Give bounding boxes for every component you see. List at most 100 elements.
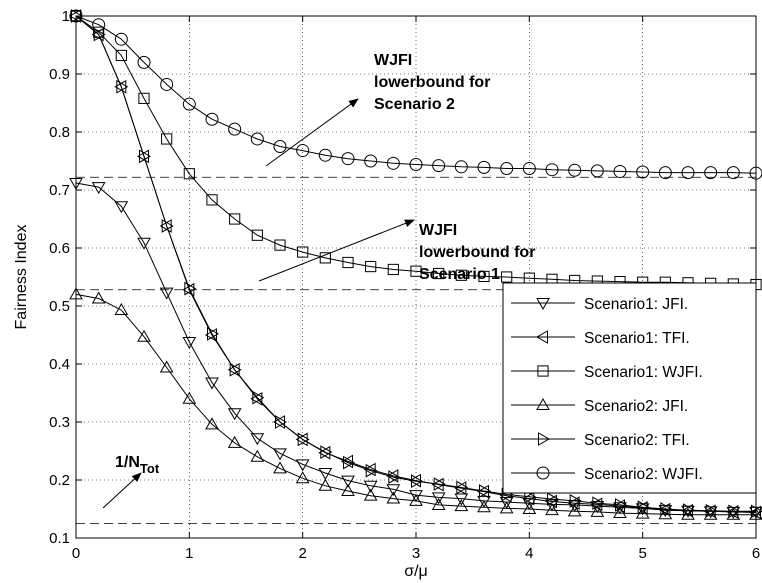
annotation-text-scenario1: Scenario 1 xyxy=(419,266,500,283)
triangle-up-marker xyxy=(205,417,219,430)
triangle-up-marker xyxy=(114,303,129,316)
triangle-up-marker xyxy=(703,507,718,520)
x-tick-label: 4 xyxy=(525,545,533,562)
triangle-right-marker xyxy=(479,484,492,498)
legend-entry: Scenario1: TFI. xyxy=(511,330,690,347)
triangle-up-marker xyxy=(273,461,287,474)
triangle-right-marker xyxy=(388,470,401,484)
x-tick-label: 1 xyxy=(185,545,193,562)
triangle-down-marker xyxy=(431,492,446,505)
circle-marker xyxy=(273,140,287,153)
triangle-down-marker xyxy=(341,475,355,488)
circle-marker xyxy=(658,166,672,180)
circle-marker xyxy=(726,166,740,180)
triangle-left-marker xyxy=(272,415,285,429)
square-marker xyxy=(229,213,241,225)
y-tick-label: 0.4 xyxy=(49,356,70,373)
triangle-down-marker xyxy=(536,298,550,311)
series-line xyxy=(75,293,756,516)
series-triangle-right xyxy=(71,9,762,519)
square-marker xyxy=(206,194,218,206)
triangle-right-marker xyxy=(116,79,129,94)
triangle-down-marker xyxy=(159,287,174,300)
triangle-down-marker xyxy=(273,448,287,461)
circle-marker xyxy=(114,32,128,46)
triangle-down-marker xyxy=(182,336,197,349)
circle-marker xyxy=(477,160,491,174)
square-marker xyxy=(115,49,127,62)
triangle-up-marker xyxy=(159,360,174,373)
square-marker xyxy=(478,270,490,283)
y-tick-label: 0.1 xyxy=(49,530,70,547)
circle-marker xyxy=(228,122,242,136)
annotation-subscript: Tot xyxy=(140,461,160,476)
triangle-right-marker xyxy=(297,432,310,447)
series-circle xyxy=(69,9,762,180)
legend-label: Scenario2: JFI. xyxy=(584,398,688,415)
triangle-left-marker xyxy=(114,79,127,94)
circle-marker xyxy=(613,164,627,178)
square-marker xyxy=(501,271,513,283)
circle-marker xyxy=(341,152,355,166)
circle-marker xyxy=(160,77,174,91)
legend-entry: Scenario1: WJFI. xyxy=(511,364,703,381)
triangle-up-marker xyxy=(658,507,673,520)
legend-label: Scenario2: TFI. xyxy=(584,432,690,449)
square-marker xyxy=(297,246,309,258)
triangle-down-marker xyxy=(137,237,151,250)
square-marker xyxy=(183,168,195,180)
circle-marker xyxy=(590,164,604,178)
y-tick-label: 1 xyxy=(62,8,70,25)
x-axis-label: σ/μ xyxy=(404,563,428,580)
triangle-up-marker xyxy=(341,484,355,497)
triangle-left-marker xyxy=(535,330,548,344)
circle-marker xyxy=(568,163,582,177)
triangle-right-marker xyxy=(538,432,551,446)
circle-marker xyxy=(296,144,310,158)
triangle-right-marker xyxy=(547,492,560,507)
triangle-right-marker xyxy=(728,504,741,519)
triangle-down-marker xyxy=(545,499,559,512)
square-marker xyxy=(251,229,263,241)
triangle-right-marker xyxy=(365,463,378,478)
triangle-up-marker xyxy=(386,491,401,504)
triangle-down-marker xyxy=(590,501,605,514)
circle-marker xyxy=(250,132,264,146)
triangle-up-marker xyxy=(613,506,627,519)
triangle-right-marker xyxy=(252,390,265,405)
series-line xyxy=(75,15,756,512)
circle-marker xyxy=(636,165,650,179)
circle-marker xyxy=(536,466,550,480)
annotation-text-scenario2: lowerbound for xyxy=(374,74,490,91)
circle-marker xyxy=(454,160,468,174)
circle-marker xyxy=(364,154,378,168)
triangle-up-marker xyxy=(454,499,469,512)
y-axis-label: Fairness Index xyxy=(13,225,30,330)
circle-marker xyxy=(92,18,106,32)
triangle-left-marker xyxy=(522,491,535,506)
y-tick-label: 0.9 xyxy=(49,66,70,83)
legend-box xyxy=(502,282,757,494)
triangle-right-marker xyxy=(524,489,537,504)
square-marker xyxy=(161,133,173,145)
x-tick-label: 0 xyxy=(72,545,80,562)
circle-marker xyxy=(409,157,423,171)
triangle-up-marker xyxy=(726,507,741,520)
triangle-right-marker xyxy=(93,27,106,42)
triangle-up-marker xyxy=(536,397,550,410)
square-marker xyxy=(387,263,399,276)
circle-marker xyxy=(545,163,559,177)
triangle-up-marker xyxy=(567,504,582,517)
x-tick-label: 6 xyxy=(752,545,760,562)
series-line xyxy=(75,15,757,285)
triangle-up-marker xyxy=(91,291,106,304)
y-tick-label: 0.6 xyxy=(49,240,70,257)
square-marker xyxy=(365,260,377,273)
triangle-right-marker xyxy=(660,502,673,516)
series-group xyxy=(68,9,762,520)
triangle-right-marker xyxy=(139,149,152,164)
triangle-right-marker xyxy=(615,498,628,512)
legend-entry: Scenario2: TFI. xyxy=(511,432,690,449)
triangle-down-marker xyxy=(363,480,378,493)
